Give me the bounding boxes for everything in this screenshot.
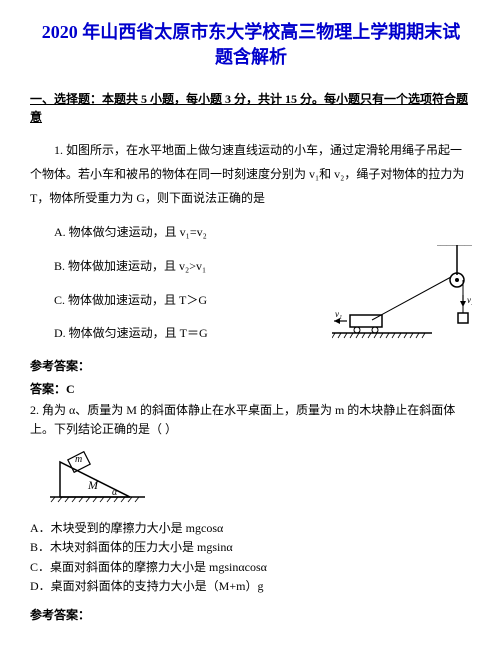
pulley-diagram: v₁ v₂ bbox=[332, 245, 472, 345]
incline-diagram: m M α bbox=[50, 447, 150, 507]
q2-option-d: D．桌面对斜面体的支持力大小是（M+m）g bbox=[30, 577, 472, 596]
q2-option-b: B．木块对斜面体的压力大小是 mgsinα bbox=[30, 538, 472, 557]
question-2-text: 2. 角为 α、质量为 M 的斜面体静止在水平桌面上，质量为 m 的木块静止在斜… bbox=[30, 401, 472, 439]
question-1-text: 1. 如图所示，在水平地面上做匀速直线运动的小车，通过定滑轮用绳子吊起一个物体。… bbox=[30, 138, 472, 210]
m-label: m bbox=[75, 454, 82, 465]
q1-option-a: A. 物体做匀速运动，且 v₁=v₂ bbox=[54, 222, 472, 244]
answer-label-2: 参考答案： bbox=[30, 606, 472, 623]
section-header: 一、选择题：本题共 5 小题，每小题 3 分，共计 15 分。每小题只有一个选项… bbox=[30, 90, 472, 126]
v1-label: v₁ bbox=[335, 309, 342, 319]
v2-label: v₂ bbox=[467, 295, 472, 305]
title-line2: 题含解析 bbox=[215, 47, 287, 67]
q2-option-a: A．木块受到的摩擦力大小是 mgcosα bbox=[30, 519, 472, 538]
q2-option-c: C．桌面对斜面体的摩擦力大小是 mgsinαcosα bbox=[30, 558, 472, 577]
title-line1: 2020 年山西省太原市东大学校高三物理上学期期末试 bbox=[42, 22, 461, 42]
q1-answer: 答案：C bbox=[30, 380, 472, 397]
big-m-label: M bbox=[87, 478, 99, 492]
answer-label-1: 参考答案： bbox=[30, 357, 472, 374]
exam-title: 2020 年山西省太原市东大学校高三物理上学期期末试 题含解析 bbox=[30, 20, 472, 70]
